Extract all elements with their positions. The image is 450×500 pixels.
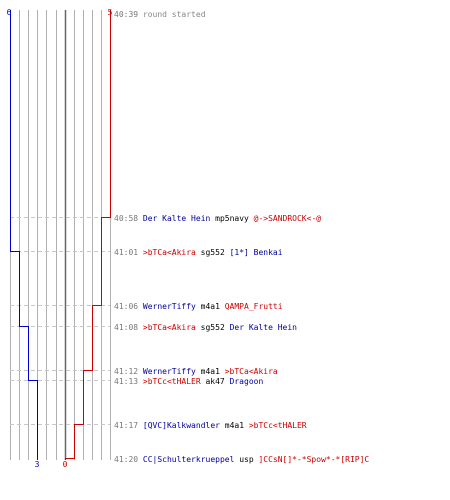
event-row: 41:01 >bTCa<Akira sg552 [1*] Benkai <box>114 248 283 257</box>
weapon-name: usp <box>239 455 254 464</box>
event-time: 41:13 <box>114 377 138 386</box>
victim-name: >bTCa<Akira <box>225 367 278 376</box>
event-row: 40:39 round started <box>114 10 206 19</box>
weapon-name: m4a1 <box>201 367 220 376</box>
killer-name: >bTCc<tHALER <box>143 377 201 386</box>
event-row: 41:17 [QVC]Kalkwandler m4a1 >bTCc<tHALER <box>114 421 307 430</box>
event-guide-lines <box>10 217 110 425</box>
team-count-lines <box>10 10 111 460</box>
event-row: 41:06 WernerTiffy m4a1 QAMPA_Frutti <box>114 302 283 311</box>
event-row: 41:13 >bTCc<tHALER ak47 Dragoon <box>114 377 263 386</box>
killer-name: >bTCa<Akira <box>143 323 196 332</box>
killer-name: >bTCa<Akira <box>143 248 196 257</box>
victim-name: ]CCsN[]*-*Spow*-*[RIP]C <box>258 455 369 464</box>
blue-team-count-line <box>10 10 38 460</box>
red-start-count: 5 <box>108 8 113 17</box>
victim-name: >bTCc<tHALER <box>249 421 307 430</box>
victim-name: QAMPA_Frutti <box>225 302 283 311</box>
weapon-name: sg552 <box>201 248 225 257</box>
victim-name: @->SANDROCK<-@ <box>254 214 322 223</box>
weapon-name: m4a1 <box>201 302 220 311</box>
victim-name: Dragoon <box>230 377 264 386</box>
killer-name: [QVC]Kalkwandler <box>143 421 220 430</box>
killer-name: WernerTiffy <box>143 302 196 311</box>
event-text: round started <box>143 10 206 19</box>
killer-name: WernerTiffy <box>143 367 196 376</box>
blue-start-count: 6 <box>7 8 12 17</box>
blue-end-count: 3 <box>35 460 40 469</box>
event-time: 41:17 <box>114 421 138 430</box>
player-count-grid <box>10 10 111 460</box>
weapon-name: mp5navy <box>215 214 249 223</box>
weapon-name: sg552 <box>201 323 225 332</box>
event-time: 41:20 <box>114 455 138 464</box>
red-team-count-line <box>65 10 111 460</box>
event-time: 40:39 <box>114 10 138 19</box>
red-end-count: 0 <box>63 460 68 469</box>
event-time: 41:12 <box>114 367 138 376</box>
event-log: 40:39 round started 40:58 Der Kalte Hein mp5… <box>114 10 369 464</box>
event-time: 41:01 <box>114 248 138 257</box>
event-time: 40:58 <box>114 214 138 223</box>
victim-name: Der Kalte Hein <box>230 323 298 332</box>
victim-name: [1*] Benkai <box>230 248 283 257</box>
event-time: 41:08 <box>114 323 138 332</box>
event-row: 41:20 CC|Schulterkrueppel usp ]CCsN[]*-*Spo… <box>114 455 369 464</box>
event-row: 41:08 >bTCa<Akira sg552 Der Kalte Hein <box>114 323 297 332</box>
killer-name: Der Kalte Hein <box>143 214 211 223</box>
weapon-name: ak47 <box>205 377 224 386</box>
killer-name: CC|Schulterkrueppel <box>143 455 235 464</box>
event-row: 41:12 WernerTiffy m4a1 >bTCa<Akira <box>114 367 278 376</box>
event-time: 41:06 <box>114 302 138 311</box>
event-row: 40:58 Der Kalte Hein mp5navy @->SANDROCK<-@ <box>114 214 321 223</box>
weapon-name: m4a1 <box>225 421 244 430</box>
